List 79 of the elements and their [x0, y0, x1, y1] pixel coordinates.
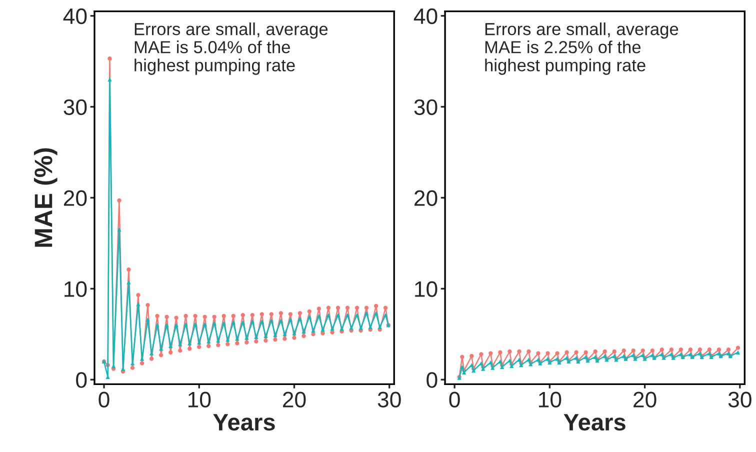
point — [498, 359, 502, 364]
point — [479, 361, 484, 366]
point — [631, 348, 636, 353]
point — [564, 356, 569, 360]
point — [736, 350, 740, 354]
point — [564, 350, 569, 354]
x-axis-title: Years — [213, 414, 275, 431]
point — [584, 350, 588, 354]
y-axis-title: MAE (%) — [34, 148, 58, 247]
point — [508, 349, 512, 354]
x-tick-label: 10 — [188, 392, 211, 408]
point — [736, 346, 740, 350]
y-tick-label: 10 — [64, 281, 87, 297]
point — [698, 348, 702, 352]
point — [716, 348, 722, 352]
point — [574, 356, 578, 360]
point — [622, 354, 626, 358]
x-tick-label: 20 — [283, 392, 306, 408]
point — [716, 351, 722, 356]
x-tick-label: 20 — [634, 392, 656, 408]
point — [688, 352, 693, 356]
point — [488, 351, 493, 356]
point — [669, 352, 674, 356]
point — [546, 356, 550, 361]
point — [555, 351, 560, 356]
point — [602, 349, 607, 354]
y-tick-label: 0 — [76, 372, 87, 388]
point — [688, 348, 693, 352]
point — [460, 354, 464, 359]
point — [698, 351, 702, 356]
point — [526, 358, 531, 362]
x-tick-label: 0 — [449, 392, 460, 408]
annotation: Errors are small, average MAE is 5.04% of the highest pumping rate — [134, 22, 328, 75]
point — [602, 354, 607, 358]
point — [555, 356, 560, 361]
x-tick-label: 0 — [98, 392, 110, 408]
point — [726, 348, 731, 352]
x-tick-label: 30 — [728, 392, 752, 408]
point — [508, 358, 512, 363]
x-tick-label: 10 — [539, 392, 562, 408]
point — [488, 360, 493, 364]
point — [470, 363, 474, 368]
point — [593, 349, 598, 354]
point — [660, 348, 664, 352]
point — [536, 351, 540, 356]
point — [640, 348, 645, 353]
point — [622, 348, 626, 353]
point — [536, 358, 540, 362]
y-tick-label: 0 — [426, 372, 438, 388]
point — [726, 351, 731, 356]
point — [517, 358, 522, 362]
point — [593, 354, 598, 359]
y-tick-label: 20 — [414, 190, 438, 206]
point — [612, 354, 616, 358]
point — [460, 364, 464, 370]
point — [574, 350, 578, 354]
point — [678, 348, 684, 352]
point — [650, 348, 654, 353]
y-tick-label: 40 — [414, 8, 438, 24]
y-tick-label: 10 — [415, 281, 438, 297]
point — [470, 354, 474, 358]
y-tick-label: 30 — [414, 99, 438, 116]
point — [546, 351, 550, 356]
point — [707, 351, 712, 356]
point — [517, 349, 522, 354]
point — [584, 354, 588, 359]
point — [660, 352, 664, 356]
y-tick-label: 40 — [63, 8, 87, 24]
point — [526, 349, 531, 354]
point — [612, 349, 616, 354]
point — [669, 348, 674, 352]
x-axis-title: Years — [564, 414, 626, 431]
point — [707, 348, 712, 352]
y-tick-label: 30 — [64, 99, 87, 116]
y-tick-label: 20 — [64, 190, 87, 206]
point — [479, 352, 484, 356]
point — [498, 350, 502, 354]
annotation: Errors are small, average MAE is 2.25% of the highest pumping rate — [485, 22, 678, 75]
x-tick-label: 30 — [378, 392, 401, 408]
